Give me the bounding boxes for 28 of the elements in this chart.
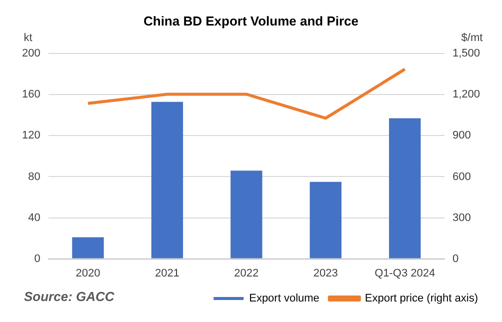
x-tick-label: 2020 — [76, 267, 100, 280]
y2-tick-label: 300 — [452, 212, 471, 224]
bar — [72, 237, 104, 258]
legend-label: Export price (right axis) — [364, 292, 478, 305]
y2-tick-label: 0 — [452, 252, 459, 265]
x-tick-label: 2023 — [313, 267, 338, 280]
chart-title: China BD Export Volume and Pirce — [143, 13, 359, 28]
bar — [230, 170, 262, 258]
y2-tick-label: 900 — [452, 130, 471, 142]
source-note: Source: GACC — [24, 289, 114, 304]
y2-axis-title: $/mt — [461, 32, 483, 44]
x-tick-label: 2021 — [154, 267, 180, 280]
y-tick-label: 80 — [28, 170, 40, 183]
y-axis-title: kt — [24, 32, 32, 44]
y-tick-label: 200 — [22, 48, 40, 60]
bar — [310, 182, 342, 258]
y2-tick-label: 1,500 — [452, 48, 480, 60]
x-tick-label: 2022 — [234, 267, 259, 280]
bar — [389, 118, 421, 258]
y-tick-label: 0 — [34, 252, 40, 265]
y-tick-label: 40 — [28, 212, 40, 224]
y-tick-label: 160 — [22, 88, 40, 101]
y-tick-label: 120 — [22, 130, 40, 142]
bar — [151, 102, 184, 258]
y2-tick-label: 1,200 — [452, 88, 480, 101]
y2-tick-label: 600 — [452, 170, 471, 183]
x-tick-label: Q1-Q3 2024 — [374, 267, 436, 280]
legend-label: Export volume — [249, 292, 320, 305]
